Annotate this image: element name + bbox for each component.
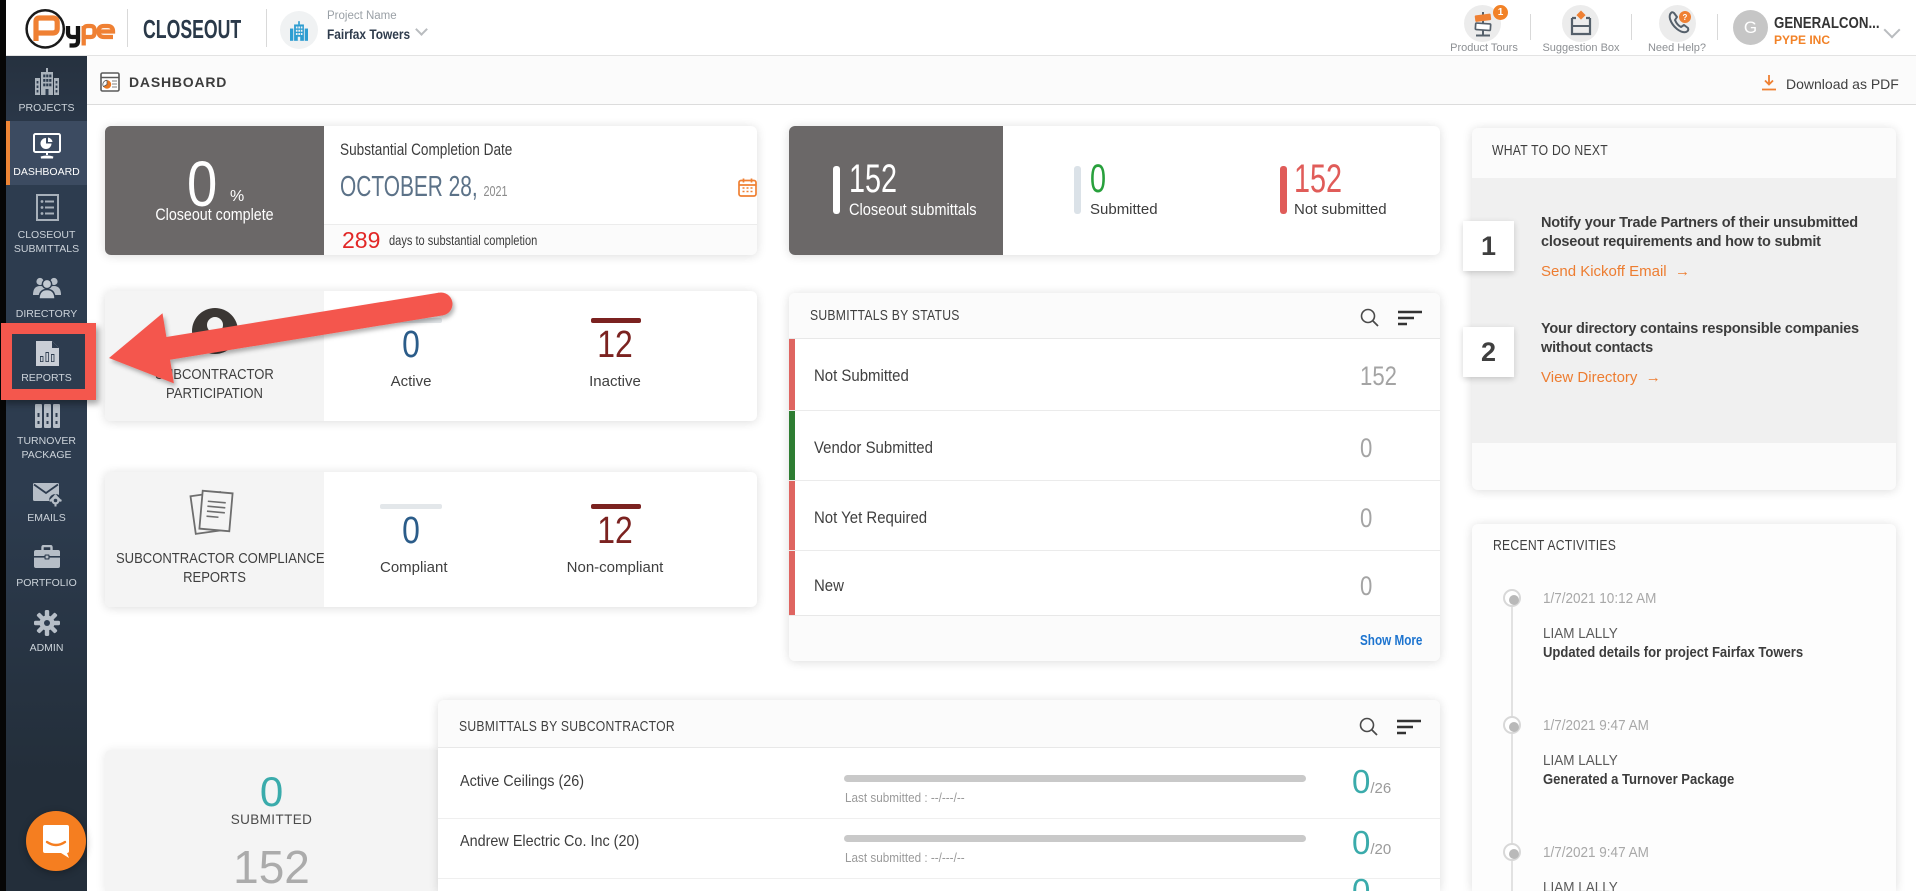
svg-text:?: ? [1683,13,1688,22]
